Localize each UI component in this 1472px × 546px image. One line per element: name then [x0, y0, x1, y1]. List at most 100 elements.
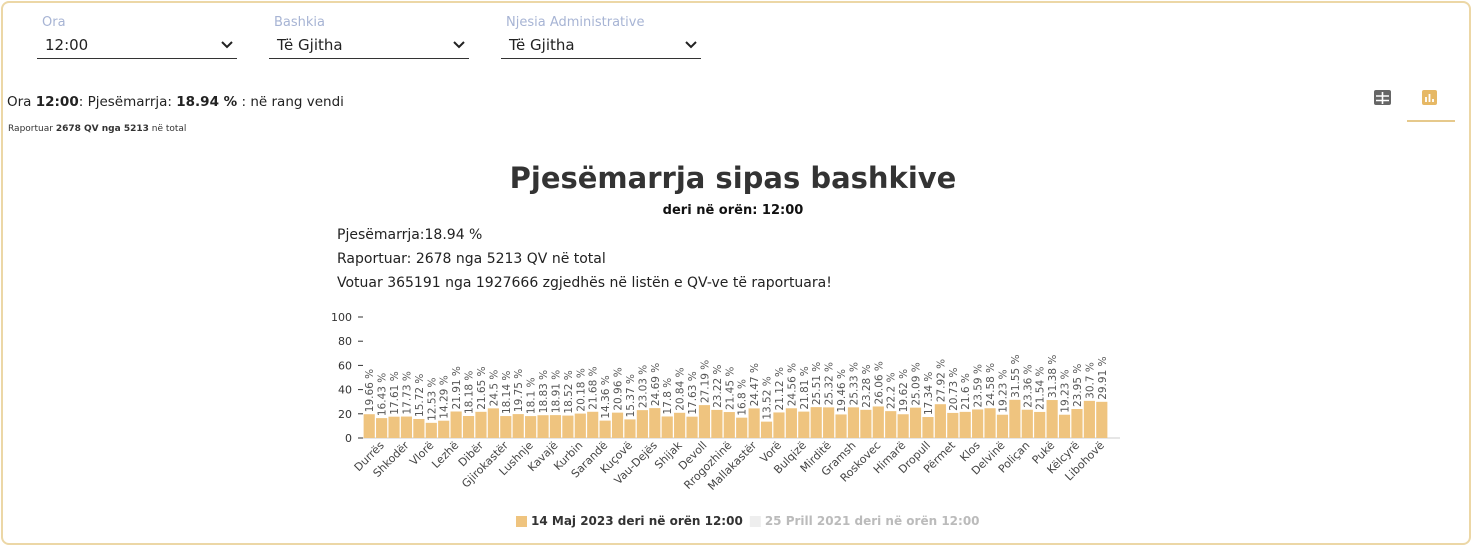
y-tick-label: 80: [338, 335, 352, 348]
bar: [984, 408, 996, 438]
bar: [748, 408, 760, 438]
value-label: 21.54 %: [1035, 367, 1047, 410]
filter-value[interactable]: Të Gjitha: [501, 36, 701, 59]
reported: Raportuar 2678 QV nga 5213 në total: [8, 124, 186, 134]
bar: [922, 417, 934, 438]
value-label: 18.14 %: [501, 371, 513, 414]
bar: [462, 416, 475, 438]
value-label: 19.23 %: [997, 369, 1009, 412]
bar: [736, 417, 748, 438]
value-label: 21.6 %: [960, 373, 972, 410]
table-view-button[interactable]: [1373, 89, 1393, 107]
value-label: 23.59 %: [973, 364, 985, 407]
bar: [587, 411, 599, 438]
value-label: 21.12 %: [774, 367, 786, 410]
filter-label: Ora: [42, 15, 66, 30]
bar: [698, 405, 711, 438]
bar: [400, 416, 413, 438]
bar: [835, 414, 847, 438]
value-label: 17.63 %: [687, 371, 699, 414]
bar: [996, 414, 1009, 438]
value-label: 29.91 %: [1097, 356, 1109, 399]
bar: [537, 415, 549, 438]
y-tick-label: 20: [338, 408, 352, 421]
bar: [1034, 411, 1046, 438]
value-label: 14.29 %: [439, 375, 451, 418]
legend-label: 25 Prill 2021 deri në orën 12:00: [765, 514, 980, 528]
bar: [686, 416, 698, 438]
t: Ora: [7, 94, 32, 110]
value-label: 18.91 %: [550, 370, 562, 413]
filter[interactable]: Ora 12:00: [37, 15, 237, 59]
value-label: 19.23 %: [1060, 369, 1072, 412]
bar: [810, 407, 822, 438]
value-label: 20.96 %: [613, 367, 625, 410]
bar: [1021, 409, 1033, 438]
info-line: Raportuar: 2678 nga 5213 QV në total: [337, 251, 606, 267]
value-label: 15.72 %: [414, 374, 426, 417]
value-label: 23.95 %: [1072, 364, 1084, 407]
bar: [909, 407, 922, 438]
filter-value[interactable]: 12:00: [37, 36, 237, 59]
chart-view-button[interactable]: [1421, 89, 1439, 107]
value-label: 23.03 %: [637, 365, 649, 408]
t: 2678 QV nga 5213: [55, 124, 149, 134]
bar: [1083, 400, 1095, 438]
bar: [388, 416, 400, 438]
info-line: Pjesëmarrja:18.94 %: [337, 227, 483, 243]
summary: Ora 12:00: Pjesëmarrja: 18.94 % : në ran…: [7, 94, 344, 110]
value-label: 19.46 %: [836, 369, 848, 412]
t: Raportuar: [8, 124, 53, 134]
value-label: 17.61 %: [389, 371, 401, 414]
bar: [363, 414, 375, 438]
value-label: 18.1 %: [526, 377, 538, 414]
bar: [860, 409, 872, 438]
bar: [500, 416, 512, 438]
bar: [1071, 409, 1083, 438]
active-tab-underline: [1407, 120, 1455, 122]
info-line: Votuar 365191 nga 1927666 zgjedhës në li…: [337, 275, 832, 291]
bar: [847, 407, 860, 438]
bar: [549, 415, 562, 438]
value-label: 13.52 %: [762, 376, 774, 419]
chevron: [453, 41, 465, 49]
bar: [1046, 400, 1058, 438]
bar: [798, 411, 810, 438]
value-label: 21.91 %: [451, 366, 463, 409]
value-label: 16.8 %: [737, 379, 749, 416]
value-label: 23.28 %: [861, 364, 873, 407]
value-label: 24.69 %: [650, 363, 662, 406]
value-label: 27.92 %: [935, 359, 947, 402]
value-label: 15.37 %: [625, 374, 637, 417]
bar: [475, 411, 487, 438]
y-tick-label: 0: [345, 432, 352, 445]
bar: [1058, 414, 1071, 438]
bar: [823, 407, 835, 438]
bar: [624, 419, 636, 438]
value-label: 19.75 %: [513, 369, 525, 412]
filter-label: Njesia Administrative: [506, 15, 645, 30]
filter[interactable]: Bashkia Të Gjitha: [269, 15, 469, 59]
value-text: 12:00: [45, 36, 89, 54]
bar: [785, 408, 797, 438]
value-label: 31.38 %: [1047, 355, 1059, 398]
value-label: 23.22 %: [712, 365, 724, 408]
t: : Pjesëmarrja:: [78, 94, 172, 110]
bar: [599, 420, 611, 438]
value-label: 25.32 %: [824, 362, 836, 405]
bar: [636, 410, 648, 438]
y-tick-label: 100: [331, 311, 352, 324]
value-label: 22.2 %: [886, 372, 898, 409]
legend-swatch: [516, 516, 527, 527]
filter-value[interactable]: Të Gjitha: [269, 36, 469, 59]
value-label: 18.52 %: [563, 370, 575, 413]
bar: [897, 414, 909, 438]
x-tick-label: Lezhë: [429, 439, 461, 471]
chevron: [221, 41, 233, 49]
bar: [872, 406, 884, 438]
filter[interactable]: Njesia Administrative Të Gjitha: [501, 15, 701, 59]
chart-subtitle: deri në orën: 12:00: [662, 203, 804, 218]
value-label: 21.68 %: [588, 366, 600, 409]
